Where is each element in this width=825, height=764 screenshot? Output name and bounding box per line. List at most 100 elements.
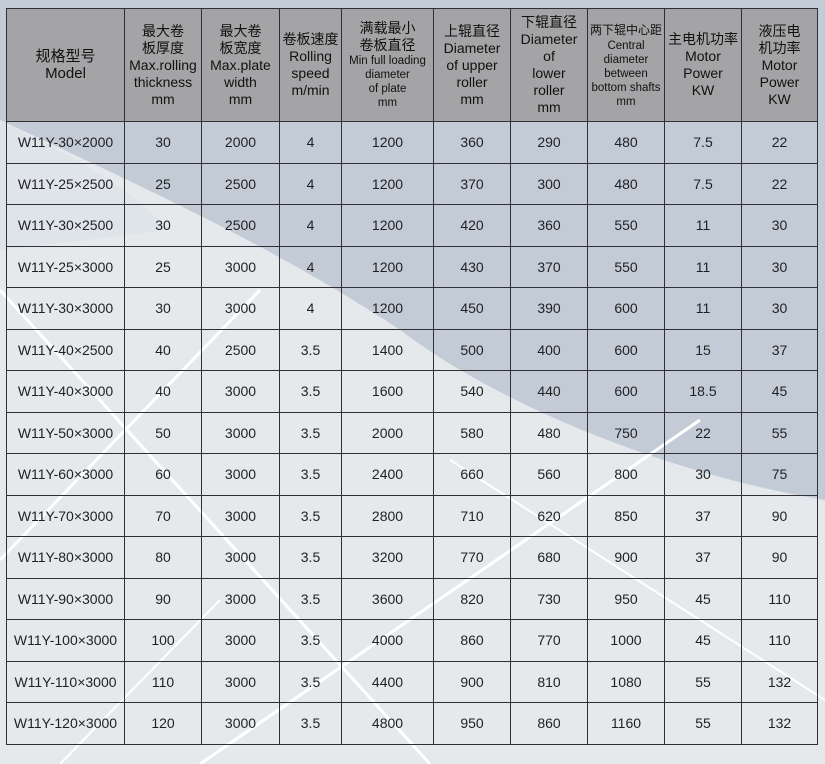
header-en: lower (532, 65, 566, 81)
value-cell: 4 (279, 245, 342, 288)
model-cell: W11Y-30×3000 (6, 287, 125, 330)
value-cell: 3.5 (279, 453, 342, 496)
header-zh: 规格型号 (35, 48, 96, 65)
value-cell: 45 (664, 619, 742, 662)
value-cell: 132 (741, 702, 818, 745)
value-cell: 430 (433, 245, 511, 288)
column-header: 上辊直径 Diameter of upper roller mm (433, 8, 511, 122)
value-cell: 750 (587, 411, 665, 454)
value-cell: 1400 (341, 328, 434, 371)
value-cell: 1200 (341, 245, 434, 288)
header-zh: 最大卷板厚度 (142, 22, 184, 56)
value-cell: 580 (433, 411, 511, 454)
value-cell: 2500 (201, 204, 280, 247)
value-cell: 90 (124, 577, 202, 620)
header-en: Diameter (443, 39, 501, 56)
value-cell: 770 (510, 619, 588, 662)
value-cell: 11 (664, 287, 742, 330)
value-cell: 4000 (341, 619, 434, 662)
header-en: Max.plate (210, 56, 271, 73)
value-cell: 3.5 (279, 702, 342, 745)
model-cell: W11Y-40×2500 (6, 328, 125, 371)
value-cell: 22 (664, 411, 742, 454)
value-cell: 3000 (201, 702, 280, 745)
model-cell: W11Y-70×3000 (6, 494, 125, 537)
table-row: W11Y-60×3000 60 3000 3.5 2400 660 560 800 30 75 (6, 453, 818, 496)
value-cell: 45 (664, 577, 742, 620)
value-cell: 40 (124, 370, 202, 413)
value-cell: 30 (124, 287, 202, 330)
value-cell: 3.5 (279, 494, 342, 537)
header-en: bottom shafts (591, 81, 661, 94)
value-cell: 660 (433, 453, 511, 496)
value-cell: 7.5 (664, 121, 742, 164)
value-cell: 2000 (341, 411, 434, 454)
value-cell: 500 (433, 328, 511, 371)
value-cell: 50 (124, 411, 202, 454)
column-header: 最大卷板宽度 Max.plate width mm (201, 8, 280, 122)
header-en: Diameter (520, 31, 578, 47)
header-en: KW (691, 82, 715, 98)
value-cell: 900 (433, 660, 511, 703)
header-en: of (543, 48, 555, 64)
value-cell: 1200 (341, 162, 434, 205)
value-cell: 950 (587, 577, 665, 620)
value-cell: 120 (124, 702, 202, 745)
value-cell: 30 (741, 287, 818, 330)
header-en: mm (151, 90, 175, 107)
value-cell: 30 (124, 121, 202, 164)
value-cell: 620 (510, 494, 588, 537)
value-cell: 3000 (201, 660, 280, 703)
column-header: 两下辊中心距 Central diameter between bottom shaft… (587, 8, 665, 122)
value-cell: 730 (510, 577, 588, 620)
value-cell: 55 (664, 660, 742, 703)
value-cell: 1600 (341, 370, 434, 413)
table-row: W11Y-100×3000 100 3000 3.5 4000 860 770 1000 45 1… (6, 619, 818, 662)
value-cell: 18.5 (664, 370, 742, 413)
value-cell: 110 (741, 619, 818, 662)
value-cell: 40 (124, 328, 202, 371)
value-cell: 70 (124, 494, 202, 537)
header-en: Central (607, 39, 645, 52)
header-zh: 满载最小卷板直径 (359, 20, 416, 53)
model-cell: W11Y-25×3000 (6, 245, 125, 288)
value-cell: 3.5 (279, 411, 342, 454)
model-cell: W11Y-30×2000 (6, 121, 125, 164)
header-en: Min full loading (349, 55, 426, 67)
value-cell: 480 (587, 121, 665, 164)
header-en: roller (456, 73, 488, 90)
value-cell: 360 (433, 121, 511, 164)
value-cell: 11 (664, 204, 742, 247)
value-cell: 3000 (201, 245, 280, 288)
value-cell: 2500 (201, 328, 280, 371)
value-cell: 4 (279, 162, 342, 205)
column-header: 满载最小卷板直径 Min full loading diameter of plate… (341, 8, 434, 122)
value-cell: 75 (741, 453, 818, 496)
value-cell: 100 (124, 619, 202, 662)
value-cell: 800 (587, 453, 665, 496)
value-cell: 3200 (341, 536, 434, 579)
value-cell: 25 (124, 245, 202, 288)
value-cell: 3.5 (279, 577, 342, 620)
value-cell: 4 (279, 121, 342, 164)
value-cell: 900 (587, 536, 665, 579)
value-cell: 3000 (201, 453, 280, 496)
value-cell: 110 (124, 660, 202, 703)
header-en: Motor (761, 56, 798, 73)
value-cell: 450 (433, 287, 511, 330)
model-cell: W11Y-80×3000 (6, 536, 125, 579)
header-en: mm (616, 95, 636, 108)
value-cell: 3.5 (279, 370, 342, 413)
header-en: Motor (685, 48, 721, 64)
value-cell: 390 (510, 287, 588, 330)
column-header: 主电机功率 Motor Power KW (664, 8, 742, 122)
model-cell: W11Y-100×3000 (6, 619, 125, 662)
column-header: 规格型号 Model (6, 8, 125, 122)
value-cell: 370 (433, 162, 511, 205)
value-cell: 25 (124, 162, 202, 205)
value-cell: 420 (433, 204, 511, 247)
value-cell: 30 (124, 204, 202, 247)
column-header: 液压电机功率 Motor Power KW (741, 8, 818, 122)
header-en: diameter (603, 53, 649, 66)
value-cell: 1200 (341, 204, 434, 247)
